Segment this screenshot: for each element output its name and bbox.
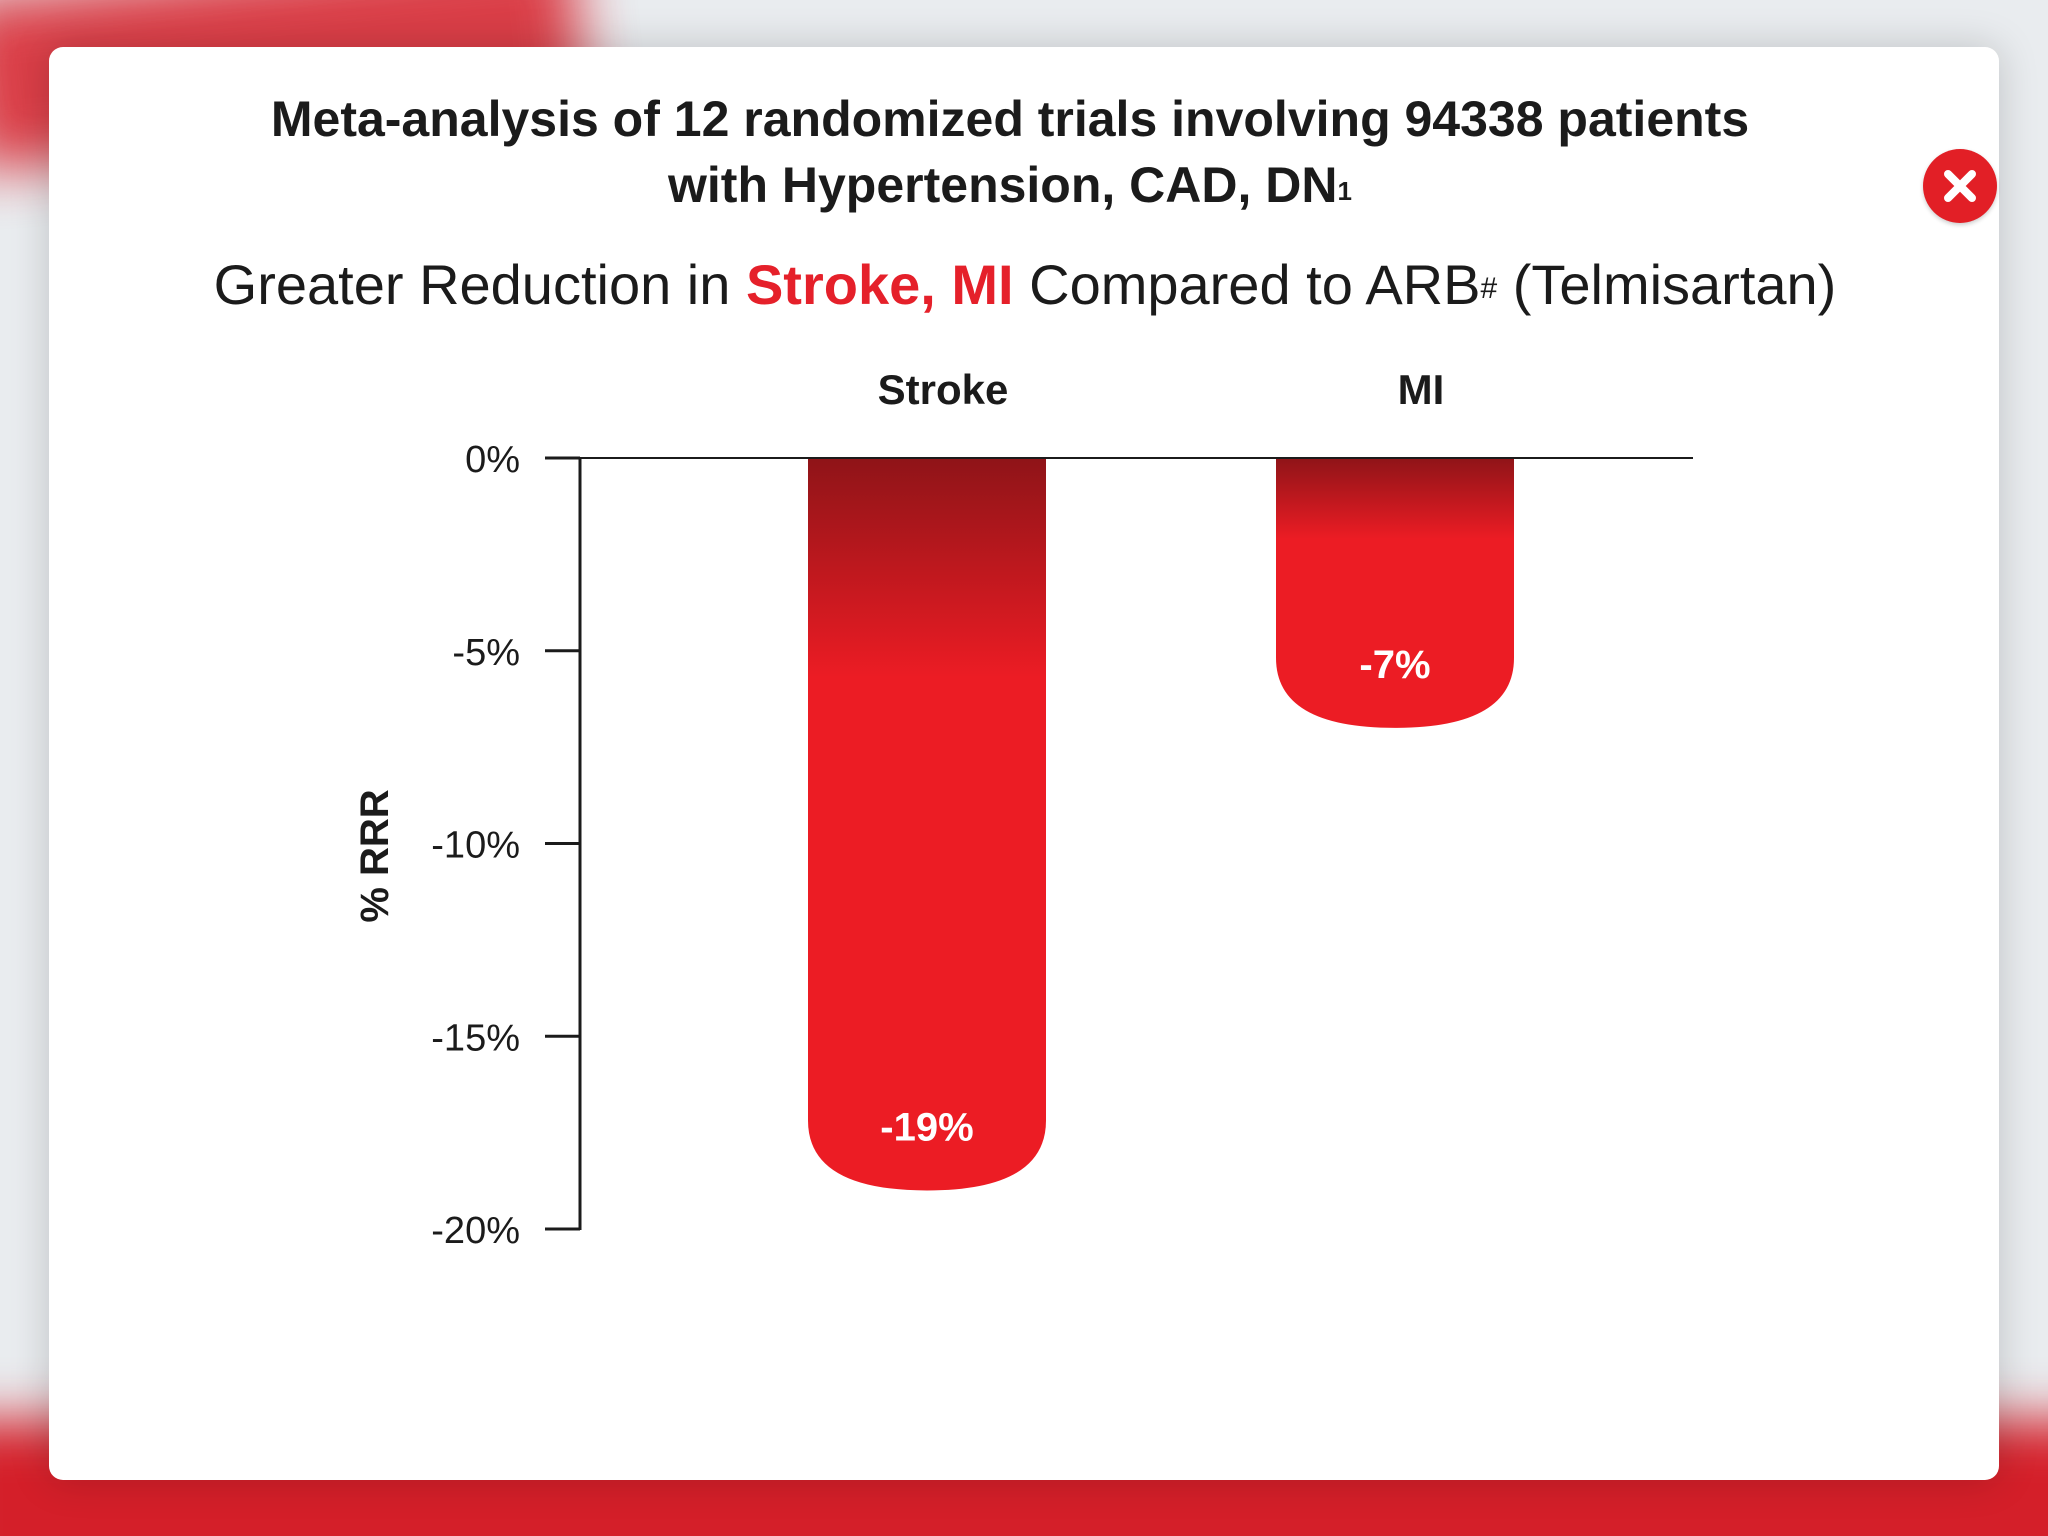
subtitle-highlight: Stroke, MI <box>745 253 1014 316</box>
bar-value-label: -19% <box>880 1105 973 1149</box>
heading-footnote-ref: 1 <box>1337 176 1352 206</box>
category-label: MI <box>1398 366 1445 413</box>
y-tick-label: 0% <box>465 439 520 481</box>
y-tick-label: -15% <box>431 1017 520 1059</box>
bar-stroke <box>808 458 1046 1191</box>
heading-line-1: Meta-analysis of 12 randomized trials in… <box>270 91 1750 147</box>
close-button[interactable] <box>1923 149 1997 223</box>
subtitle-prefix: Greater Reduction in <box>213 253 746 316</box>
subtitle-footnote-ref: # <box>1480 272 1498 305</box>
heading-line-2: with Hypertension, CAD, DN1 <box>160 152 1860 218</box>
modal-heading: Meta-analysis of 12 randomized trials in… <box>160 86 1860 218</box>
y-axis-title: % RRR <box>353 789 397 922</box>
y-tick-label: -10% <box>431 825 520 867</box>
bar-mi <box>1276 458 1514 728</box>
chart-subtitle: Greater Reduction in Stroke, MI Compared… <box>100 250 1950 320</box>
close-x-circle-icon[interactable] <box>1940 166 1980 206</box>
y-tick-label: -5% <box>452 632 520 674</box>
y-tick-label: -20% <box>431 1210 520 1252</box>
bar-value-label: -7% <box>1359 643 1430 687</box>
subtitle-mid: Compared to ARB <box>1013 253 1481 316</box>
subtitle-suffix: (Telmisartan) <box>1497 253 1837 316</box>
category-label: Stroke <box>878 366 1009 413</box>
heading-line-2-text: with Hypertension, CAD, DN <box>668 157 1338 213</box>
